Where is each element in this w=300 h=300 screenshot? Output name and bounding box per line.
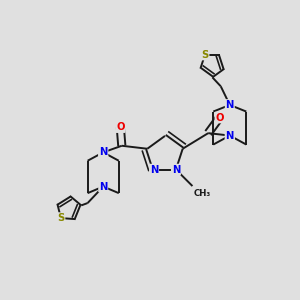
- Text: N: N: [226, 130, 234, 141]
- Text: N: N: [172, 164, 180, 175]
- Text: N: N: [99, 182, 107, 192]
- Text: CH₃: CH₃: [194, 189, 211, 198]
- Text: N: N: [150, 164, 158, 175]
- Text: N: N: [226, 100, 234, 110]
- Text: S: S: [201, 50, 208, 60]
- Text: N: N: [226, 130, 234, 141]
- Text: O: O: [116, 122, 124, 132]
- Text: S: S: [57, 213, 64, 223]
- Text: N: N: [99, 147, 107, 158]
- Text: O: O: [215, 112, 224, 123]
- Text: N: N: [99, 147, 107, 158]
